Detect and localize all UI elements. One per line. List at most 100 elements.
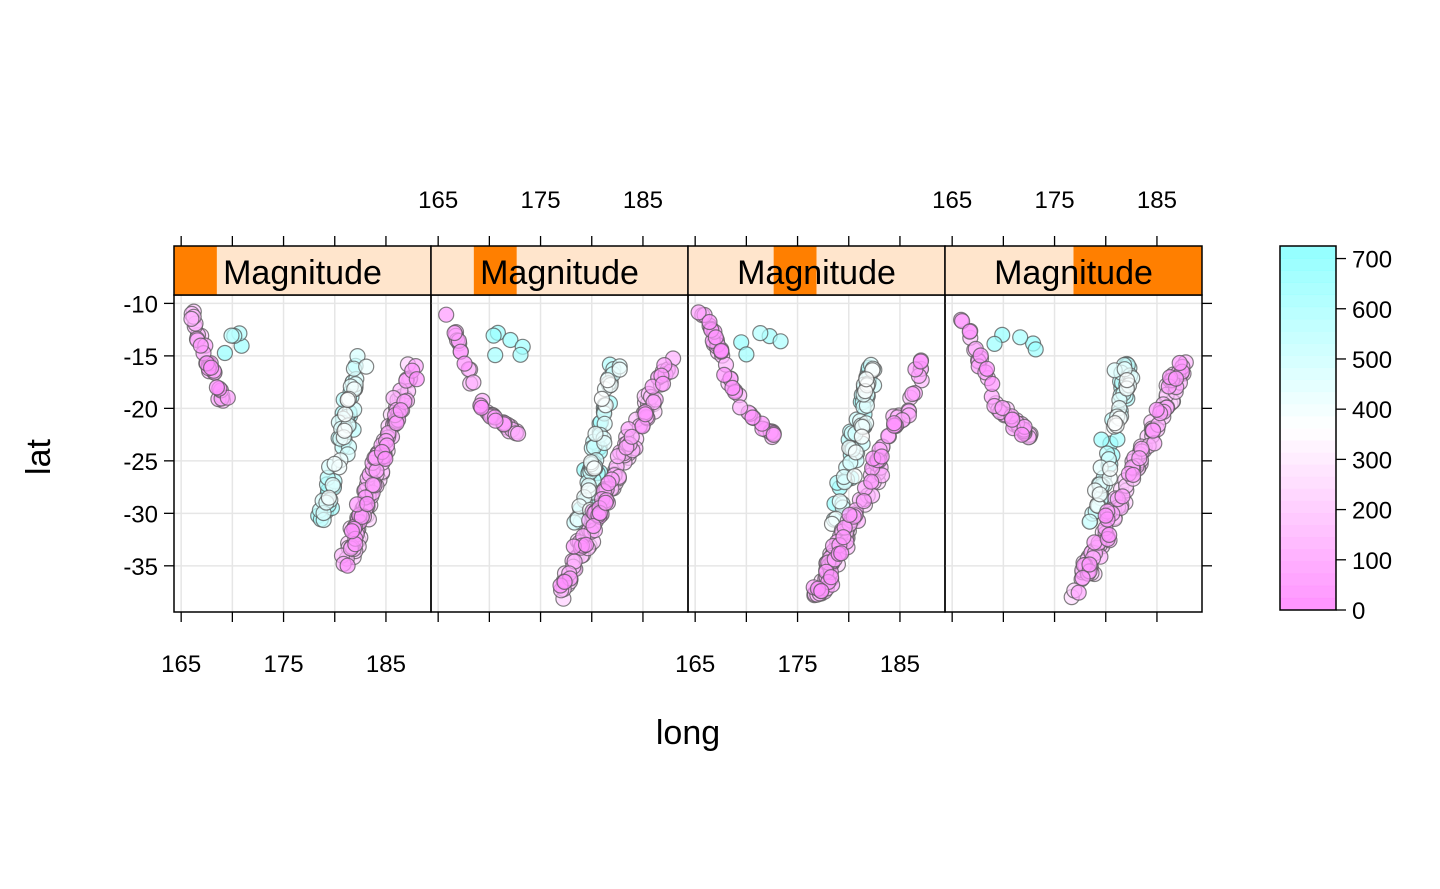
- colorkey: 0 100 200 300 400 500 600 700: [1279, 245, 1392, 625]
- panel-1: Magnitude: [173, 245, 432, 613]
- y-tick-label: -20: [123, 396, 158, 423]
- colorkey-band: [1280, 258, 1336, 271]
- data-point: [203, 359, 220, 376]
- data-point: [1144, 422, 1162, 439]
- data-point: [337, 406, 354, 423]
- colorkey-band: [1280, 282, 1336, 296]
- data-point: [556, 573, 573, 591]
- data-point: [438, 306, 455, 323]
- colorkey-band: [1280, 464, 1336, 478]
- colorkey-band: [1280, 500, 1336, 514]
- data-point: [1167, 370, 1185, 387]
- data-point: [364, 476, 381, 494]
- colorkey-band: [1280, 355, 1336, 368]
- data-point: [377, 450, 394, 467]
- data-point: [597, 494, 614, 511]
- data-point: [1074, 569, 1091, 587]
- x-tick-label: 165: [161, 651, 201, 678]
- data-point: [339, 557, 356, 574]
- magnitude-strip-4: Magnitude: [944, 245, 1203, 296]
- y-tick-label: -10: [123, 291, 158, 318]
- x-tick-label: 175: [521, 187, 561, 214]
- data-point: [813, 582, 830, 600]
- data-point: [326, 455, 343, 472]
- data-point: [885, 415, 903, 432]
- y-tick-label: -15: [123, 344, 158, 371]
- data-point: [1081, 513, 1098, 530]
- data-point: [1091, 486, 1108, 503]
- data-point: [1114, 488, 1131, 505]
- colorkey-band: [1280, 415, 1336, 429]
- data-point: [1106, 415, 1124, 432]
- strip-shingle-range: [473, 246, 517, 295]
- data-point: [580, 482, 597, 499]
- magnitude-strip-1: Magnitude: [173, 245, 432, 296]
- colorkey-tick-label: 200: [1352, 498, 1392, 525]
- x-axis-label: long: [656, 714, 720, 752]
- data-point: [986, 335, 1003, 352]
- data-point: [1125, 466, 1142, 483]
- colorkey-tick-label: 100: [1352, 548, 1392, 575]
- colorkey-band: [1280, 306, 1336, 320]
- colorkey-band: [1280, 367, 1336, 380]
- colorkey-band: [1280, 573, 1336, 587]
- colorkey-band: [1280, 318, 1336, 332]
- colorkey-frame: [1279, 245, 1337, 611]
- x-tick-label: 165: [675, 651, 715, 678]
- data-point: [502, 331, 519, 349]
- colorkey-band: [1280, 525, 1336, 538]
- data-point: [446, 324, 463, 342]
- colorkey-band: [1280, 343, 1336, 356]
- data-point: [912, 353, 929, 370]
- data-point: [731, 399, 749, 416]
- y-tick-label: -30: [123, 501, 158, 528]
- data-point: [690, 304, 707, 321]
- data-point: [343, 523, 360, 540]
- data-point: [577, 536, 595, 553]
- data-point: [772, 333, 789, 350]
- data-point: [961, 323, 978, 340]
- data-point: [716, 366, 733, 383]
- colorkey-band: [1280, 488, 1336, 502]
- strip-shingle-range: [773, 246, 817, 295]
- data-point: [972, 347, 989, 364]
- data-point: [984, 375, 1001, 392]
- x-tick-label: 185: [366, 651, 406, 678]
- colorkey-band: [1280, 330, 1336, 344]
- data-point: [183, 310, 200, 327]
- magnitude-strip-3: Magnitude: [687, 245, 946, 296]
- panels-layer: Magnitude Magnitude Magnitude Magnitude: [173, 245, 1203, 613]
- data-point: [1097, 507, 1114, 524]
- colorkey-band: [1280, 597, 1336, 611]
- data-point: [1171, 354, 1188, 372]
- strip-label: Magnitude: [737, 254, 896, 292]
- x-tick-label: 175: [778, 651, 818, 678]
- data-point: [487, 412, 504, 429]
- data-point: [1148, 401, 1165, 418]
- data-point: [1118, 372, 1136, 389]
- panel-frame: [430, 294, 689, 613]
- data-point: [392, 402, 409, 419]
- data-point: [1070, 584, 1087, 601]
- colorkey-tick-label: 600: [1352, 297, 1392, 324]
- data-point: [822, 569, 840, 586]
- data-point: [724, 379, 741, 396]
- panel-frame: [944, 294, 1203, 613]
- colorkey-band: [1280, 585, 1336, 599]
- strip-frame: [944, 245, 1203, 296]
- x-tick-label: 165: [418, 187, 458, 214]
- data-point: [713, 342, 730, 359]
- colorkey-band: [1280, 379, 1336, 393]
- colorkey-band: [1280, 440, 1336, 453]
- strip-label: Magnitude: [994, 254, 1153, 292]
- strip-label: Magnitude: [480, 254, 639, 292]
- strip-shingle-range: [1073, 246, 1202, 295]
- data-point: [701, 313, 718, 331]
- data-point: [339, 391, 356, 408]
- data-point: [599, 372, 616, 389]
- data-point: [858, 371, 875, 388]
- colorkey-band: [1280, 549, 1336, 562]
- data-point: [473, 399, 490, 416]
- colorkey-band: [1280, 391, 1336, 405]
